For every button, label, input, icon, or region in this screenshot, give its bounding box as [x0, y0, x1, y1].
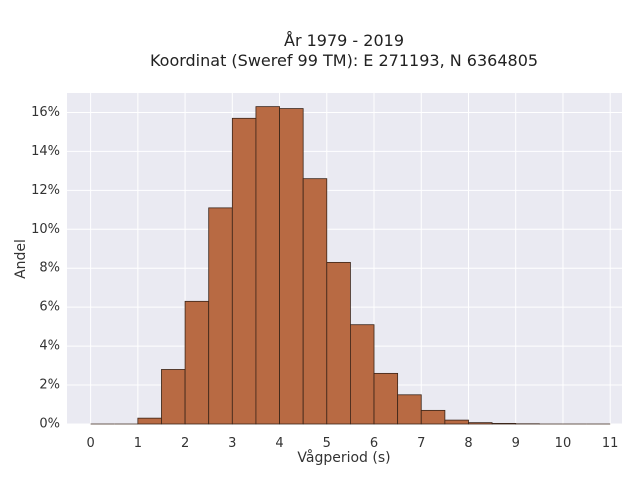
x-axis-ticks: 0 1 2 3 4 5 6 7 8 9 10 11	[86, 436, 618, 451]
x-tick-label: 9	[512, 436, 520, 451]
histogram-bar	[397, 394, 422, 425]
x-axis-label: Vågperiod (s)	[297, 449, 390, 466]
y-axis-ticks: 0% 2% 4% 6% 8% 10% 12% 14% 16%	[31, 105, 60, 432]
x-tick-label: 4	[275, 436, 283, 451]
x-tick-label: 2	[181, 436, 189, 451]
histogram-bar	[279, 108, 304, 425]
histogram-bar	[373, 372, 399, 425]
histogram-bar	[184, 300, 210, 425]
y-tick-label: 16%	[31, 105, 60, 120]
y-tick-label: 2%	[39, 378, 60, 393]
histogram-bar	[468, 422, 493, 425]
x-tick-label: 10	[555, 436, 572, 451]
y-tick-label: 0%	[39, 417, 60, 432]
histogram-bar	[302, 178, 328, 425]
chart-subtitle: Koordinat (Sweref 99 TM): E 271193, N 63…	[150, 51, 538, 70]
y-tick-label: 8%	[39, 261, 60, 276]
x-tick-label: 8	[464, 436, 472, 451]
histogram-bar	[491, 423, 517, 425]
histogram-bar	[326, 261, 351, 425]
bars	[90, 106, 611, 425]
y-tick-label: 6%	[39, 300, 60, 315]
x-tick-label: 6	[370, 436, 378, 451]
histogram-bar	[420, 409, 446, 425]
histogram-bar	[350, 324, 375, 425]
y-tick-label: 14%	[31, 144, 60, 159]
histogram-bar	[444, 419, 469, 425]
x-tick-label: 11	[602, 436, 619, 451]
histogram-bar	[255, 106, 280, 425]
chart-title: År 1979 - 2019	[284, 31, 404, 50]
y-tick-label: 4%	[39, 339, 60, 354]
x-tick-label: 7	[417, 436, 425, 451]
x-tick-label: 3	[228, 436, 236, 451]
y-axis-label: Andel	[13, 239, 29, 279]
y-tick-label: 12%	[31, 183, 60, 198]
histogram-bar	[231, 117, 257, 425]
y-tick-label: 10%	[31, 222, 60, 237]
histogram-bar	[161, 369, 186, 425]
histogram-bar	[137, 417, 162, 425]
histogram-bar	[208, 207, 233, 425]
x-tick-label: 5	[323, 436, 331, 451]
x-tick-label: 0	[86, 436, 94, 451]
x-tick-label: 1	[134, 436, 142, 451]
